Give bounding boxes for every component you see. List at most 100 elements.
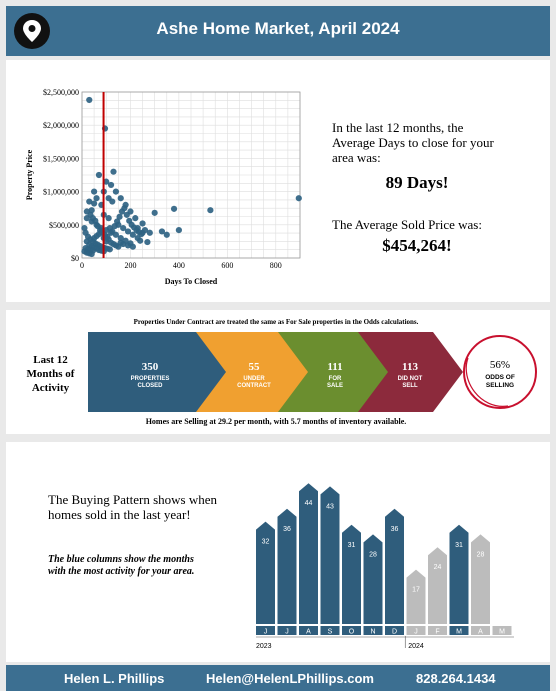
x-tick-label: 600 — [221, 261, 233, 270]
did-not-sell-step — [358, 332, 463, 412]
sale-point — [124, 242, 132, 249]
sale-point — [139, 220, 146, 227]
month-label: M — [456, 629, 462, 636]
agent-name: Helen L. Phillips — [64, 671, 165, 686]
month-label-tile — [406, 626, 426, 635]
sale-point — [146, 229, 153, 236]
month-column — [471, 534, 490, 624]
sale-point — [170, 205, 178, 212]
month-column — [406, 569, 426, 624]
sale-point — [151, 209, 158, 216]
x-tick-label: 800 — [270, 261, 282, 270]
odds-label-2: SELLING — [486, 382, 514, 389]
month-column — [299, 483, 318, 624]
sale-point — [137, 237, 144, 244]
sale-point — [93, 195, 100, 202]
sale-point — [117, 195, 124, 202]
odds-circle — [463, 335, 537, 409]
did-not-sell-value: 113 — [402, 361, 418, 373]
sale-point — [109, 198, 116, 205]
sale-point — [120, 225, 127, 232]
x-tick-label: 0 — [80, 261, 84, 270]
sale-point — [123, 211, 130, 218]
y-tick-label: $500,000 — [49, 221, 79, 230]
month-label-tile — [320, 626, 340, 635]
y-tick-label: $1,500,000 — [43, 154, 79, 163]
sale-point — [104, 233, 111, 240]
monthly-sales-columns: 32 J 36 J 44 A 43 S 31 O 28 N 36 D 17 J 24 F 31 M 28 A M 2023 20… — [256, 483, 514, 650]
sale-point — [124, 228, 132, 235]
activity-funnel: 350 PROPERTIES CLOSED 55 UNDER CONTRACT … — [88, 332, 537, 412]
for-sale-value: 111 — [327, 361, 342, 373]
footer: Helen L. Phillips Helen@HelenLPhillips.c… — [6, 665, 550, 691]
sale-point — [295, 195, 302, 202]
column-value-label: 28 — [477, 551, 485, 558]
sale-point — [110, 168, 117, 175]
column-value-label: 36 — [391, 526, 399, 533]
sale-point — [138, 230, 145, 238]
agent-email[interactable]: Helen@HelenLPhillips.com — [206, 671, 374, 686]
odds-note: Properties Under Contract are treated th… — [133, 318, 419, 326]
month-label: D — [392, 629, 397, 636]
agent-phone[interactable]: 828.264.1434 — [416, 671, 496, 686]
buying-pattern-text: The Buying Pattern shows when homes sold… — [48, 492, 217, 522]
for-sale-label-1: FOR — [329, 376, 342, 382]
did-not-sell-label-2: SELL — [402, 383, 418, 389]
avg-price-text: The Average Sold Price was: — [332, 217, 482, 232]
sale-point — [129, 243, 136, 250]
activity-panel: Properties Under Contract are treated th… — [6, 310, 550, 434]
month-label-tile — [277, 626, 297, 635]
y-tick-label: $2,000,000 — [43, 121, 79, 130]
avg-price-value: $454,264! — [382, 236, 452, 255]
column-value-label: 31 — [348, 542, 356, 549]
month-label-tile — [363, 626, 383, 635]
did-not-sell-label-1: DID NOT — [398, 376, 423, 382]
sale-point — [88, 207, 95, 214]
column-value-label: 36 — [283, 526, 291, 533]
y-tick-label: $2,500,000 — [43, 88, 79, 97]
sale-point — [109, 228, 116, 235]
column-value-label: 32 — [262, 539, 270, 546]
column-value-label: 31 — [455, 542, 463, 549]
month-label: A — [478, 629, 483, 636]
sale-point — [86, 198, 93, 205]
month-label: F — [435, 629, 439, 636]
sale-point — [106, 246, 113, 253]
sale-point — [207, 207, 214, 214]
under-contract-label-2: CONTRACT — [237, 383, 271, 389]
year-label: 2024 — [408, 643, 424, 650]
month-column — [449, 524, 469, 624]
month-label: M — [499, 629, 505, 636]
month-label-tile — [385, 626, 404, 635]
month-label: J — [285, 629, 289, 636]
sale-point — [158, 228, 166, 235]
month-label-tile — [492, 626, 512, 635]
sale-point — [86, 96, 93, 104]
month-label: J — [414, 629, 418, 636]
closed-label-1: PROPERTIES — [131, 376, 170, 382]
month-label: S — [328, 629, 333, 636]
month-label-tile — [256, 626, 275, 635]
year-label: 2023 — [256, 643, 272, 650]
sale-point — [95, 171, 103, 179]
month-label: N — [370, 629, 375, 636]
closed-step — [88, 332, 228, 412]
month-column — [256, 521, 275, 624]
y-axis-label: Property Price — [25, 149, 34, 200]
for-sale-label-2: SALE — [327, 383, 343, 389]
side-label-line-1: Last 12 — [33, 354, 68, 366]
buying-pattern-panel: The Buying Pattern shows when homes sold… — [6, 442, 550, 662]
sale-point — [163, 231, 170, 238]
column-value-label: 17 — [412, 587, 420, 594]
column-value-label: 43 — [326, 503, 334, 510]
sale-point — [103, 178, 110, 185]
sale-point — [88, 250, 95, 258]
sale-point — [114, 218, 121, 225]
price-vs-days-scatter: $0 $500,000 $1,000,000 $1,500,000 $2,000,000… — [25, 88, 302, 286]
odds-label-1: ODDS OF — [485, 374, 515, 381]
side-label-line-3: Activity — [31, 382, 70, 394]
sale-point — [144, 238, 151, 246]
odds-value: 56% — [490, 359, 510, 371]
sale-point — [120, 240, 127, 248]
for-sale-step — [278, 332, 390, 412]
